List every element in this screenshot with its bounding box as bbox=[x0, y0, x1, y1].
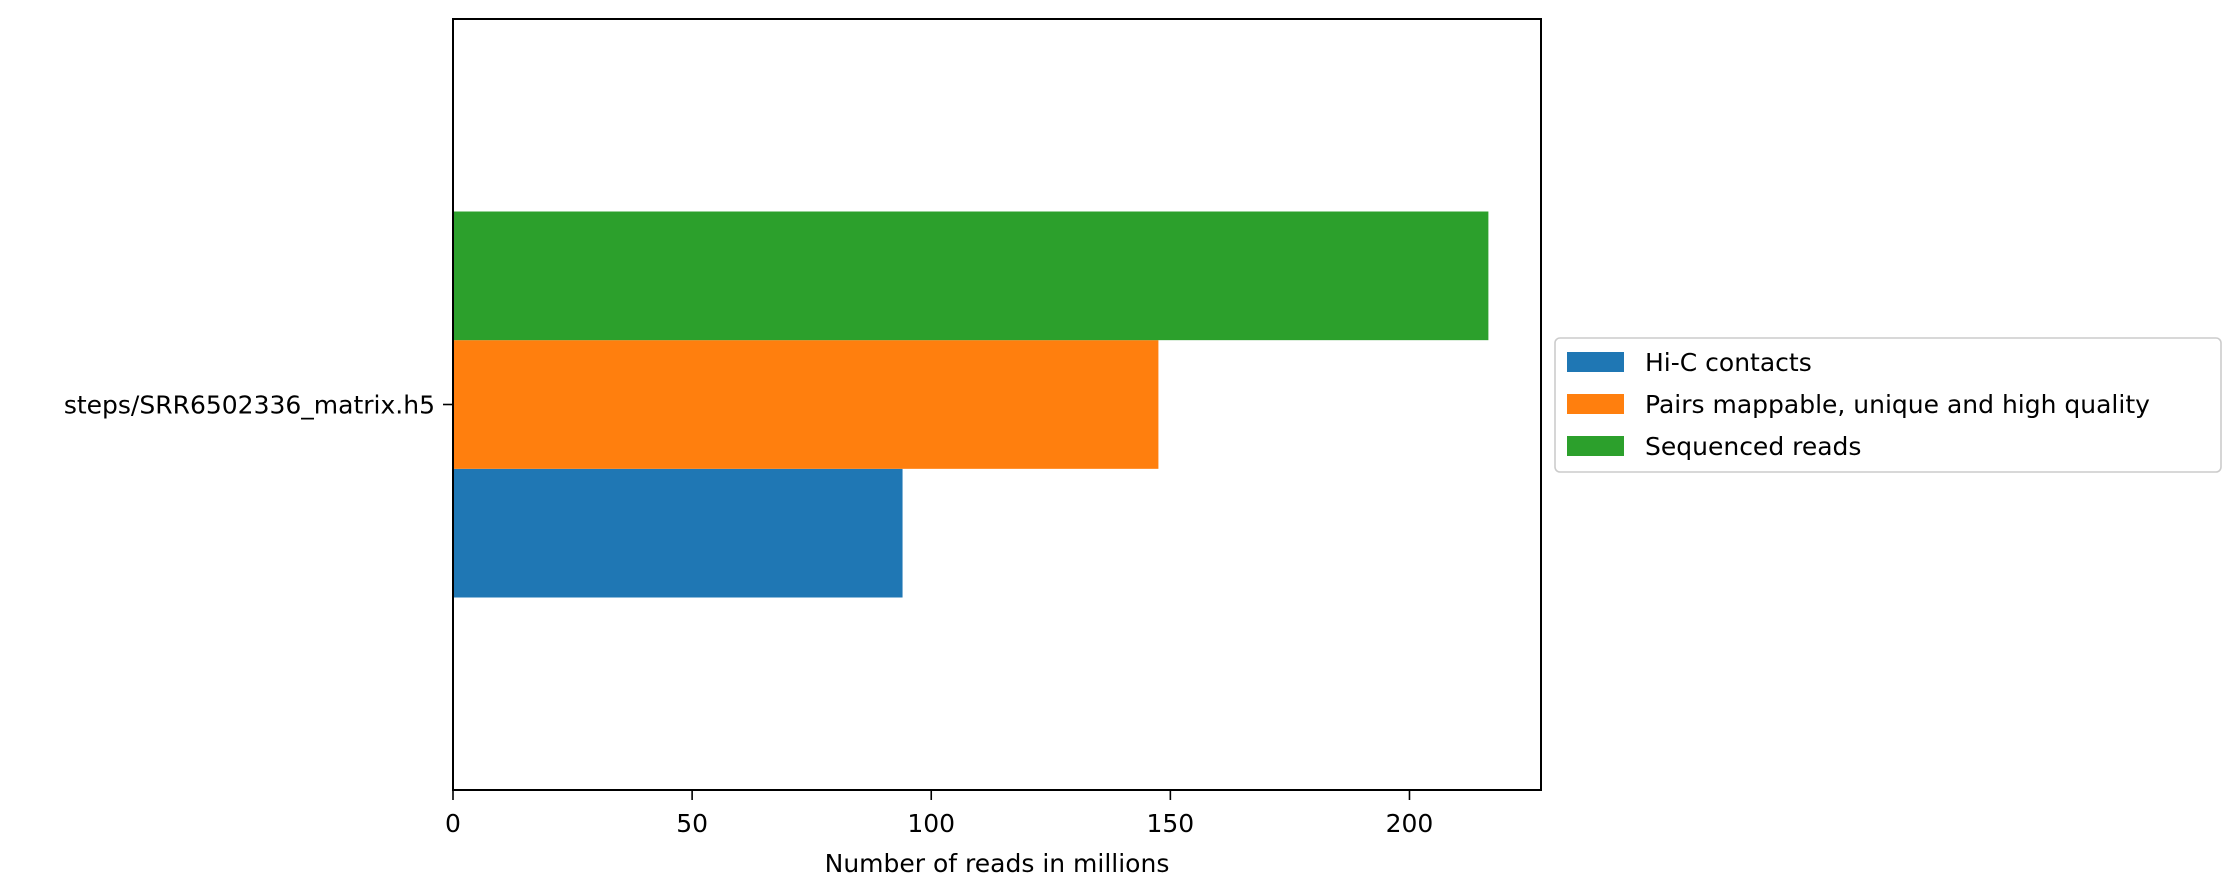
bars-layer bbox=[453, 211, 1489, 598]
legend-swatch bbox=[1567, 436, 1624, 456]
legend: Hi-C contacts Pairs mappable, unique and … bbox=[1554, 337, 2222, 473]
legend-label: Pairs mappable, unique and high quality bbox=[1645, 390, 2150, 419]
legend-swatch bbox=[1567, 352, 1624, 372]
y-axis: steps/SRR6502336_matrix.h5 bbox=[64, 391, 453, 420]
bar-sequenced-reads bbox=[453, 211, 1489, 341]
legend-swatch bbox=[1567, 394, 1624, 414]
x-axis: 0 50 100 150 200 bbox=[445, 790, 1433, 838]
legend-box bbox=[1554, 337, 2222, 473]
y-tick-label: steps/SRR6502336_matrix.h5 bbox=[64, 391, 435, 420]
x-tick-label: 50 bbox=[676, 809, 708, 838]
bar-hi-c-contacts bbox=[453, 468, 903, 598]
x-tick-label: 0 bbox=[445, 809, 461, 838]
legend-label: Sequenced reads bbox=[1645, 432, 1861, 461]
x-axis-label: Number of reads in millions bbox=[825, 849, 1170, 878]
x-tick-label: 100 bbox=[907, 809, 955, 838]
x-tick-label: 200 bbox=[1386, 809, 1434, 838]
x-tick-label: 150 bbox=[1147, 809, 1195, 838]
bar-pairs-mappable-unique-and-high-quality bbox=[453, 340, 1159, 469]
legend-label: Hi-C contacts bbox=[1645, 348, 1812, 377]
